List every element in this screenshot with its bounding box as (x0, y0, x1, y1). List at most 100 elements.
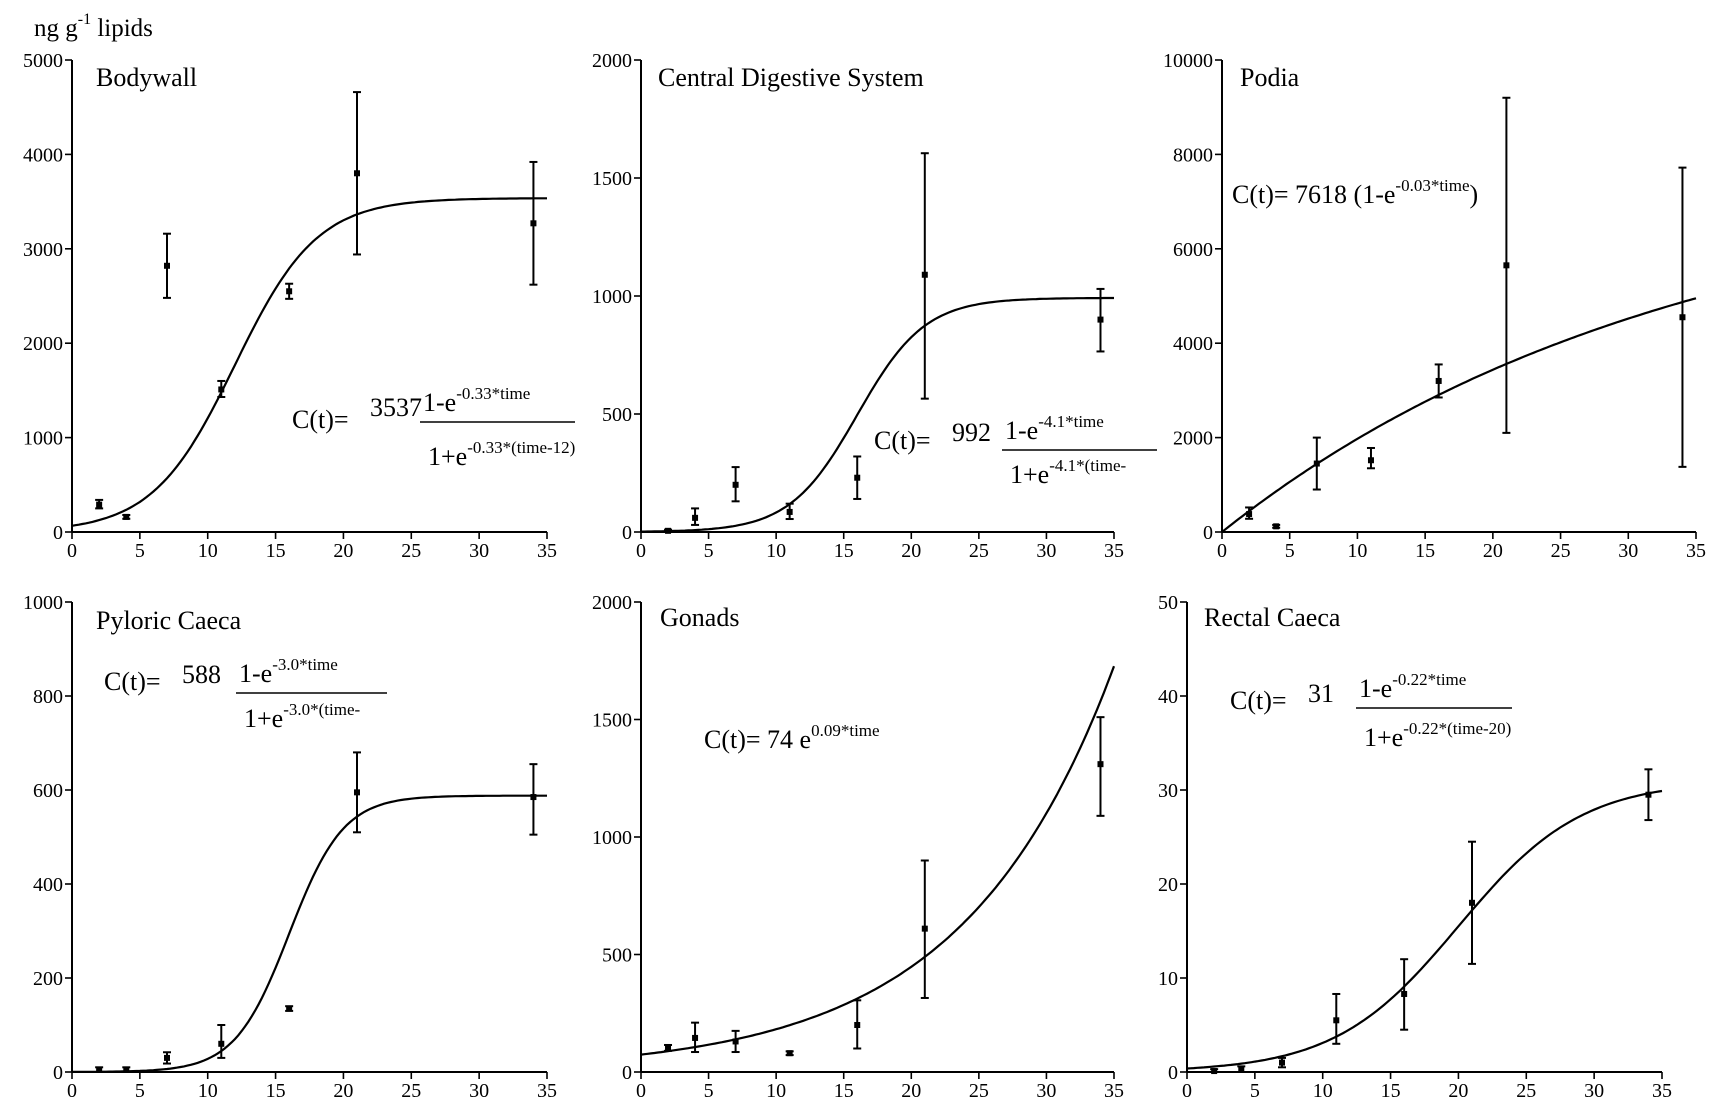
x-tick-label: 5 (704, 540, 714, 562)
equation-lhs: C(t)= (874, 426, 931, 455)
data-point (692, 1034, 699, 1041)
fit-curve (640, 665, 1116, 1056)
y-tick-label: 600 (33, 780, 63, 802)
panel-title: Rectal Caeca (1204, 603, 1341, 632)
data-point (123, 513, 130, 520)
x-tick-label: 20 (1448, 1080, 1468, 1102)
data-point (1238, 1066, 1245, 1073)
data-point (218, 386, 225, 393)
data-point (1097, 316, 1104, 323)
x-tick-label: 15 (1381, 1080, 1401, 1102)
equation-numerator: 1-e-0.33*time (423, 384, 530, 417)
y-tick-label: 1500 (592, 710, 632, 732)
data-point (354, 789, 360, 796)
data-point (1097, 761, 1104, 768)
x-tick-label: 10 (766, 540, 786, 562)
y-tick-label: 400 (33, 874, 63, 896)
data-point (786, 508, 793, 515)
x-tick-label: 5 (1285, 540, 1295, 562)
equation: C(t)= 74 e0.09*time (704, 721, 880, 754)
data-point (921, 925, 928, 932)
data-point (665, 1045, 672, 1052)
x-tick-label: 20 (901, 1080, 921, 1102)
y-tick-label: 0 (1203, 522, 1213, 544)
y-tick-label: 30 (1158, 780, 1178, 802)
y-tick-label: 2000 (592, 50, 632, 72)
x-tick-label: 0 (636, 1080, 646, 1102)
y-tick-label: 10 (1158, 968, 1178, 990)
x-tick-label: 0 (636, 540, 646, 562)
data-point (1469, 899, 1475, 906)
x-tick-label: 30 (1036, 540, 1056, 562)
x-tick-label: 20 (333, 540, 353, 562)
y-tick-label: 40 (1158, 686, 1178, 708)
y-tick-label: 1500 (592, 168, 632, 190)
panel-title: Pyloric Caeca (96, 606, 242, 635)
data-point (1273, 523, 1280, 530)
x-tick-label: 15 (834, 540, 854, 562)
data-point (854, 1022, 861, 1028)
equation-lhs: C(t)= (104, 667, 161, 696)
x-tick-label: 15 (266, 540, 286, 562)
data-point (1333, 1017, 1340, 1024)
y-tick-label: 0 (53, 522, 63, 544)
equation-denominator: 1+e-3.0*(time- (244, 700, 360, 733)
x-tick-label: 10 (1313, 1080, 1333, 1102)
chart-panel-4: 0 200 400 600 800 1000 0 5 10 15 20 25 30 35 Pyloric C… (23, 592, 557, 1102)
x-tick-label: 25 (401, 540, 421, 562)
equation-numerator: 1-e-4.1*time (1005, 412, 1104, 445)
x-tick-label: 25 (401, 1080, 421, 1102)
x-tick-label: 35 (1652, 1080, 1672, 1102)
y-tick-label: 2000 (592, 592, 632, 614)
y-tick-label: 3000 (23, 239, 63, 261)
equation-coefficient: 31 (1308, 679, 1334, 708)
x-tick-label: 30 (1036, 1080, 1056, 1102)
y-tick-label: 500 (602, 404, 632, 426)
y-tick-label: 0 (622, 1062, 632, 1084)
y-tick-label: 50 (1158, 592, 1178, 614)
x-tick-label: 0 (1217, 540, 1227, 562)
x-tick-label: 30 (1618, 540, 1638, 562)
equation-lhs: C(t)= (1230, 686, 1287, 715)
data-point (665, 527, 672, 534)
y-tick-label: 5000 (23, 50, 63, 72)
chart-panel-6: 0 10 20 30 40 50 0 5 10 15 20 25 30 35 Rectal Caeca C(t… (1158, 592, 1672, 1102)
data-point (692, 514, 699, 521)
data-point (1211, 1068, 1218, 1075)
y-tick-label: 800 (33, 686, 63, 708)
data-point (530, 220, 537, 227)
y-tick-label: 1000 (592, 827, 632, 849)
data-point (164, 1054, 170, 1061)
y-tick-label: 6000 (1173, 239, 1213, 261)
chart-panel-2: 0 500 1000 1500 2000 0 5 10 15 20 25 30 35 Central Di… (592, 50, 1157, 562)
x-tick-label: 0 (1182, 1080, 1192, 1102)
data-point (1645, 791, 1652, 798)
x-tick-label: 10 (1347, 540, 1367, 562)
equation-coefficient: 3537 (370, 393, 422, 422)
y-tick-label: 2000 (1173, 428, 1213, 450)
panel-title: Central Digestive System (658, 63, 924, 92)
data-point (1401, 990, 1408, 997)
fit-curve (641, 296, 1114, 533)
x-tick-label: 0 (67, 540, 77, 562)
x-tick-label: 35 (1104, 1080, 1124, 1102)
equation-lhs: C(t)= (292, 405, 349, 434)
x-tick-label: 15 (834, 1080, 854, 1102)
y-axis-label: ng g-1 lipids (34, 11, 153, 42)
panel-title: Gonads (660, 603, 739, 632)
equation-denominator: 1+e-0.22*(time-20) (1364, 719, 1511, 752)
x-tick-label: 10 (766, 1080, 786, 1102)
y-tick-label: 4000 (1173, 333, 1213, 355)
fit-curve (72, 794, 547, 1073)
x-tick-label: 5 (135, 1080, 145, 1102)
fit-curve (71, 197, 547, 527)
equation-coefficient: 992 (952, 418, 991, 447)
equation-numerator: 1-e-0.22*time (1359, 670, 1466, 703)
data-point (1679, 314, 1686, 321)
y-tick-label: 8000 (1173, 144, 1213, 166)
data-point (1503, 262, 1510, 269)
x-tick-label: 35 (537, 540, 557, 562)
x-tick-label: 25 (969, 540, 989, 562)
x-tick-label: 10 (198, 1080, 218, 1102)
